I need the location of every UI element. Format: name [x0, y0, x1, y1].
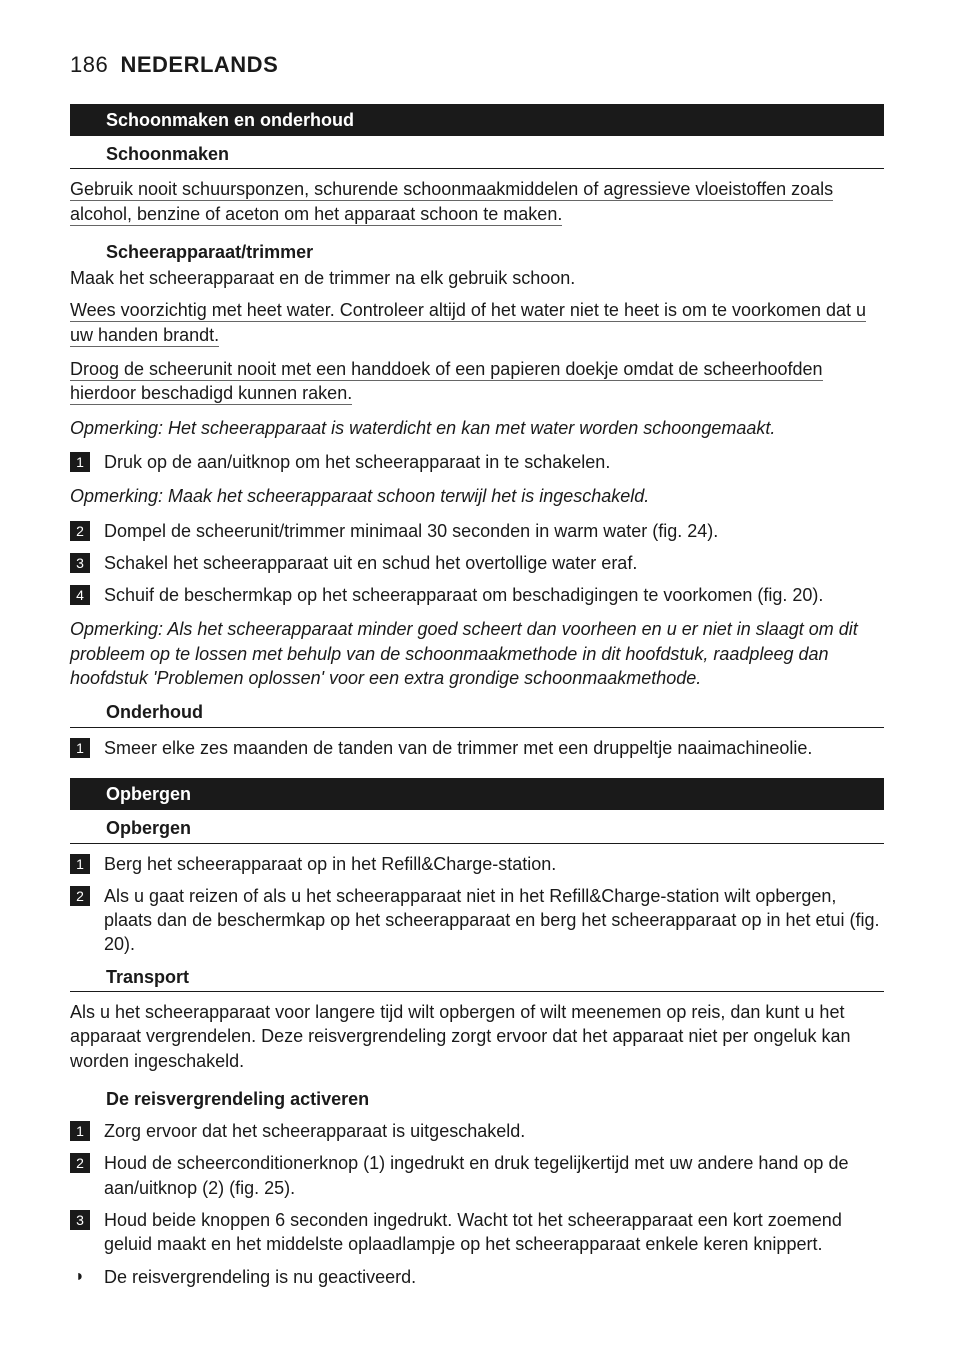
step-text: Dompel de scheerunit/trimmer minimaal 30…	[104, 519, 884, 543]
heading-reisvergrendeling: De reisvergrendeling activeren	[70, 1087, 884, 1111]
body-text: Als u het scheerapparaat voor langere ti…	[70, 1000, 884, 1073]
step-row: 3 Schakel het scheerapparaat uit en schu…	[70, 551, 884, 575]
bullet-row: ◗ De reisvergrendeling is nu geactiveerd…	[70, 1265, 884, 1289]
heading-transport: Transport	[70, 965, 884, 992]
bullet-text: De reisvergrendeling is nu geactiveerd.	[104, 1265, 884, 1289]
step-row: 4 Schuif de beschermkap op het scheerapp…	[70, 583, 884, 607]
note-text: Opmerking: Het scheerapparaat is waterdi…	[70, 416, 884, 440]
step-number: 2	[70, 521, 90, 541]
heading-scheerapparaat: Scheerapparaat/trimmer	[70, 240, 884, 264]
section-bar-opbergen: Opbergen	[70, 778, 884, 810]
step-number: 1	[70, 738, 90, 758]
heading-onderhoud: Onderhoud	[70, 700, 884, 727]
step-text: Zorg ervoor dat het scheerapparaat is ui…	[104, 1119, 884, 1143]
note-text: Opmerking: Als het scheerapparaat minder…	[70, 617, 884, 690]
step-row: 1 Berg het scheerapparaat op in het Refi…	[70, 852, 884, 876]
step-row: 1 Zorg ervoor dat het scheerapparaat is …	[70, 1119, 884, 1143]
note-text: Opmerking: Maak het scheerapparaat schoo…	[70, 484, 884, 508]
heading-opbergen: Opbergen	[70, 816, 884, 843]
page-number: 186	[70, 52, 108, 77]
heading-schoonmaken: Schoonmaken	[70, 142, 884, 169]
step-number: 3	[70, 1210, 90, 1230]
step-number: 3	[70, 553, 90, 573]
step-number: 2	[70, 886, 90, 906]
step-number: 2	[70, 1153, 90, 1173]
step-text: Als u gaat reizen of als u het scheerapp…	[104, 884, 884, 957]
step-text: Schuif de beschermkap op het scheerappar…	[104, 583, 884, 607]
bullet-icon: ◗	[70, 1267, 90, 1287]
step-text: Berg het scheerapparaat op in het Refill…	[104, 852, 884, 876]
step-row: 1 Druk op de aan/uitknop om het scheerap…	[70, 450, 884, 474]
step-row: 1 Smeer elke zes maanden de tanden van d…	[70, 736, 884, 760]
step-text: Smeer elke zes maanden de tanden van de …	[104, 736, 884, 760]
step-row: 2 Houd de scheerconditionerknop (1) inge…	[70, 1151, 884, 1200]
step-text: Houd beide knoppen 6 seconden ingedrukt.…	[104, 1208, 884, 1257]
section-bar-cleaning: Schoonmaken en onderhoud	[70, 104, 884, 136]
step-text: Druk op de aan/uitknop om het scheerappa…	[104, 450, 884, 474]
step-number: 4	[70, 585, 90, 605]
warning-text: Wees voorzichtig met heet water. Control…	[70, 298, 884, 347]
step-row: 3 Houd beide knoppen 6 seconden ingedruk…	[70, 1208, 884, 1257]
warning-text: Droog de scheerunit nooit met een handdo…	[70, 357, 884, 406]
step-row: 2 Dompel de scheerunit/trimmer minimaal …	[70, 519, 884, 543]
step-text: Houd de scheerconditionerknop (1) ingedr…	[104, 1151, 884, 1200]
step-text: Schakel het scheerapparaat uit en schud …	[104, 551, 884, 575]
step-number: 1	[70, 854, 90, 874]
step-number: 1	[70, 452, 90, 472]
step-number: 1	[70, 1121, 90, 1141]
page-header: 186 NEDERLANDS	[70, 50, 884, 80]
warning-text: Gebruik nooit schuursponzen, schurende s…	[70, 177, 884, 226]
body-text: Maak het scheerapparaat en de trimmer na…	[70, 266, 884, 290]
language-title: NEDERLANDS	[120, 52, 278, 77]
step-row: 2 Als u gaat reizen of als u het scheera…	[70, 884, 884, 957]
